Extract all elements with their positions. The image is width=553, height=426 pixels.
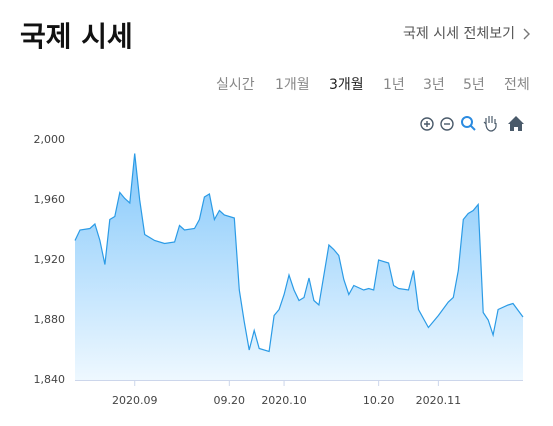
- period-tab[interactable]: 전체: [504, 77, 530, 93]
- y-tick-label: 1,840: [34, 373, 66, 386]
- y-tick-label: 2,000: [34, 133, 66, 146]
- y-tick-label: 1,880: [34, 313, 66, 326]
- period-tab[interactable]: 1개월: [275, 77, 310, 93]
- zoom-out-icon[interactable]: [440, 117, 454, 131]
- page-title: 국제 시세: [20, 20, 133, 53]
- zoom-in-icon[interactable]: [420, 117, 434, 131]
- y-tick-label: 1,920: [34, 253, 66, 266]
- period-tab[interactable]: 실시간: [216, 77, 255, 93]
- x-tick-label: 2020.10: [261, 394, 307, 407]
- period-tab[interactable]: 3개월: [329, 77, 364, 93]
- area-fill: [75, 153, 523, 380]
- price-line: [74, 153, 524, 353]
- zoom-select-icon[interactable]: [461, 116, 476, 131]
- chevron-icon[interactable]: [523, 28, 530, 40]
- pan-icon[interactable]: [483, 116, 497, 132]
- x-tick-label: 09.20: [214, 394, 246, 407]
- view-all-link[interactable]: 국제 시세 전체보기: [403, 26, 515, 42]
- reset-icon[interactable]: [508, 116, 524, 131]
- plot-area: 1,840 1,880 1,920 1,960 2,000 2020.09 09.20 202…: [34, 133, 524, 407]
- period-tabs: 실시간 1개월 3개월 1년 3년 5년 전체: [216, 77, 530, 93]
- period-tab[interactable]: 3년: [423, 77, 445, 93]
- y-tick-label: 1,960: [34, 193, 66, 206]
- period-tab[interactable]: 5년: [463, 77, 485, 93]
- x-tick-label: 2020.11: [416, 394, 462, 407]
- period-tab[interactable]: 1년: [383, 77, 405, 93]
- chart-tools: [420, 116, 524, 132]
- x-tick-label: 10.20: [363, 394, 395, 407]
- x-tick-label: 2020.09: [112, 394, 158, 407]
